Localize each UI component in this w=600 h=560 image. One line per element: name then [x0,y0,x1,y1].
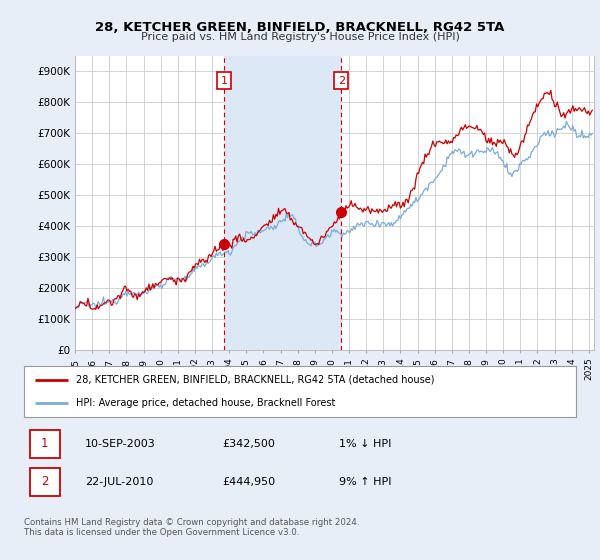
Text: 1: 1 [41,437,49,450]
Text: £342,500: £342,500 [223,438,275,449]
Text: HPI: Average price, detached house, Bracknell Forest: HPI: Average price, detached house, Brac… [76,398,336,408]
Text: £444,950: £444,950 [223,477,276,487]
Text: 1% ↓ HPI: 1% ↓ HPI [338,438,391,449]
Text: Price paid vs. HM Land Registry's House Price Index (HPI): Price paid vs. HM Land Registry's House … [140,32,460,42]
Text: 22-JUL-2010: 22-JUL-2010 [85,477,153,487]
Text: 9% ↑ HPI: 9% ↑ HPI [338,477,391,487]
Text: 28, KETCHER GREEN, BINFIELD, BRACKNELL, RG42 5TA (detached house): 28, KETCHER GREEN, BINFIELD, BRACKNELL, … [76,375,435,385]
Text: 28, KETCHER GREEN, BINFIELD, BRACKNELL, RG42 5TA: 28, KETCHER GREEN, BINFIELD, BRACKNELL, … [95,21,505,34]
Bar [224,56,341,350]
Text: 2: 2 [338,76,345,86]
Text: 10-SEP-2003: 10-SEP-2003 [85,438,155,449]
Text: 1: 1 [220,76,227,86]
FancyBboxPatch shape [29,430,60,458]
Text: Contains HM Land Registry data © Crown copyright and database right 2024.
This d: Contains HM Land Registry data © Crown c… [24,518,359,538]
Text: 2: 2 [41,475,49,488]
FancyBboxPatch shape [29,468,60,496]
